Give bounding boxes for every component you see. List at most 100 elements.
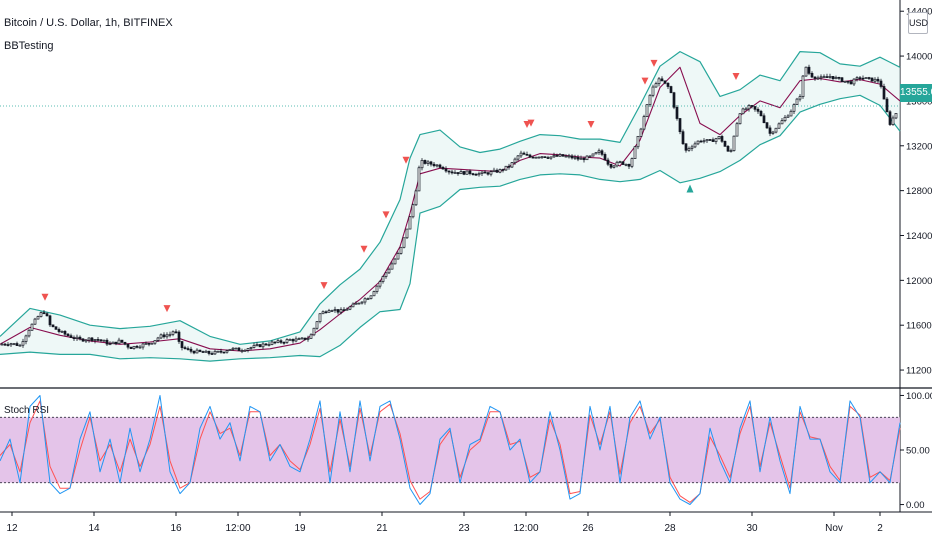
candle-body bbox=[642, 116, 646, 130]
candle-body bbox=[771, 131, 775, 134]
candle-body bbox=[405, 228, 409, 239]
candle-body bbox=[585, 155, 589, 161]
candle-body bbox=[876, 78, 880, 82]
candle-body bbox=[603, 154, 607, 161]
candle-body bbox=[168, 333, 172, 336]
candle-body bbox=[519, 152, 523, 157]
candle-body bbox=[711, 139, 715, 142]
candle-body bbox=[12, 343, 16, 345]
price-tick-label: 11600.0 bbox=[906, 321, 932, 332]
candle-body bbox=[246, 348, 250, 351]
sell-signal-marker bbox=[587, 121, 595, 129]
candle-body bbox=[18, 344, 22, 347]
candle-body bbox=[348, 306, 352, 310]
candle-body bbox=[813, 76, 817, 79]
sell-signal-marker bbox=[320, 282, 328, 290]
price-tick-label: 13200.0 bbox=[906, 141, 932, 152]
candle-body bbox=[564, 155, 568, 158]
candle-body bbox=[738, 113, 742, 125]
candle-body bbox=[297, 338, 301, 340]
candle-body bbox=[204, 350, 208, 353]
candle-body bbox=[669, 86, 673, 94]
stoch-rsi-k-line bbox=[0, 395, 901, 505]
candle-body bbox=[384, 272, 388, 277]
candle-body bbox=[252, 345, 256, 348]
candle-body bbox=[69, 335, 73, 338]
sell-signal-marker bbox=[382, 211, 390, 219]
candle-body bbox=[210, 353, 214, 355]
time-tick-label: 30 bbox=[746, 523, 758, 534]
candle-body bbox=[45, 313, 49, 317]
currency-button[interactable]: USD bbox=[908, 12, 928, 34]
candle-body bbox=[234, 347, 238, 350]
stoch-rsi-legend[interactable]: Stoch RSI bbox=[4, 405, 50, 416]
candle-body bbox=[27, 329, 31, 337]
bollinger-basis-line bbox=[0, 66, 901, 352]
candle-body bbox=[174, 331, 178, 334]
candle-body bbox=[36, 316, 40, 320]
candle-body bbox=[255, 344, 259, 346]
candle-body bbox=[285, 339, 289, 343]
candle-body bbox=[81, 338, 85, 342]
candle-body bbox=[675, 106, 679, 119]
candle-body bbox=[375, 285, 379, 292]
candle-body bbox=[189, 348, 193, 352]
candle-body bbox=[861, 77, 865, 80]
candle-body bbox=[468, 170, 472, 174]
candle-body bbox=[342, 309, 346, 311]
bollinger-upper-line bbox=[0, 50, 901, 345]
time-tick-label: 23 bbox=[458, 523, 470, 534]
candle-body bbox=[894, 113, 898, 119]
candle-body bbox=[759, 110, 763, 117]
candle-body bbox=[471, 173, 475, 175]
candle-body bbox=[9, 343, 13, 346]
candle-body bbox=[147, 342, 151, 345]
candle-body bbox=[72, 337, 76, 339]
candle-body bbox=[276, 340, 280, 343]
candle-body bbox=[447, 170, 451, 173]
candle-body bbox=[225, 350, 229, 353]
candle-body bbox=[693, 143, 697, 148]
candle-body bbox=[621, 161, 625, 165]
candle-body bbox=[882, 86, 886, 100]
candle-body bbox=[267, 344, 271, 346]
candle-body bbox=[402, 237, 406, 248]
candle-body bbox=[84, 339, 88, 342]
candle-body bbox=[612, 165, 616, 168]
candle-body bbox=[696, 140, 700, 145]
candle-body bbox=[492, 169, 496, 172]
candle-body bbox=[549, 156, 553, 159]
time-tick-label: 28 bbox=[664, 523, 676, 534]
candle-body bbox=[825, 76, 829, 78]
candle-body bbox=[702, 140, 706, 143]
candle-body bbox=[333, 309, 337, 311]
candle-body bbox=[270, 341, 274, 345]
candle-body bbox=[795, 98, 799, 105]
candle-body bbox=[429, 161, 433, 165]
sell-signal-marker bbox=[732, 73, 740, 81]
candle-body bbox=[456, 172, 460, 175]
study-legend[interactable]: BBTesting bbox=[4, 40, 54, 52]
candle-body bbox=[528, 154, 532, 158]
candle-body bbox=[483, 171, 487, 174]
candle-body bbox=[207, 350, 211, 354]
candle-body bbox=[318, 313, 322, 323]
candle-body bbox=[495, 169, 499, 173]
bollinger-fill bbox=[0, 51, 900, 362]
candle-body bbox=[378, 281, 382, 287]
candle-body bbox=[426, 161, 430, 164]
candle-body bbox=[864, 77, 868, 79]
signal-markers bbox=[41, 59, 740, 313]
candle-body bbox=[762, 115, 766, 124]
candle-body bbox=[831, 76, 835, 80]
candle-body bbox=[756, 108, 760, 112]
candle-body bbox=[39, 312, 43, 317]
time-tick-label: 14 bbox=[88, 523, 100, 534]
candle-body bbox=[504, 165, 508, 171]
candle-body bbox=[792, 104, 796, 112]
candle-body bbox=[336, 309, 340, 313]
candle-body bbox=[99, 339, 103, 342]
candle-body bbox=[885, 98, 889, 113]
candle-body bbox=[837, 77, 841, 79]
